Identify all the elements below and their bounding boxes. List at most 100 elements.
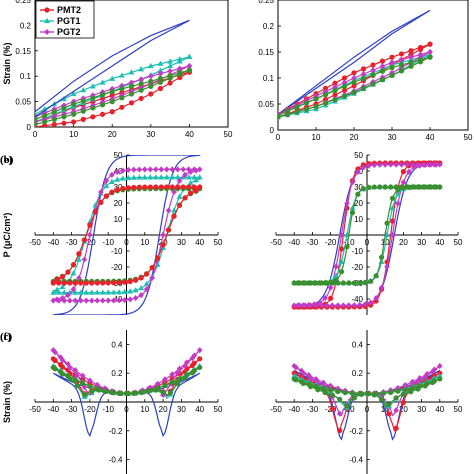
loop-3-point [52,349,58,356]
loop-4-point [366,390,372,397]
series-pmt2-point [80,116,86,122]
loop-4-point [167,390,174,396]
loop-2-point [366,162,372,169]
x-tick-label: 10 [312,133,321,142]
y-tick-label: -0.4 [109,456,123,465]
loop-1-point [329,406,336,412]
loop-4-point [111,390,117,396]
y-axis-label: Strain (%) [2,42,12,84]
loop-2-point [152,166,159,173]
loop-1-point [83,289,90,295]
legend-label: PMT2 [57,5,81,15]
series-pmt2-point [119,104,125,110]
loop-4-point [389,195,396,201]
loop-1-point [393,425,399,431]
loop-2-point [174,166,181,173]
x-tick-label: 40 [195,238,204,247]
loop-1-point [327,295,334,301]
series-pmt2-point [90,114,96,120]
series-pgt1-point [186,53,193,59]
loop-2-point [103,177,110,184]
loop-2-point [163,166,170,173]
series-pmt2-point [71,119,77,125]
loop-4-point [180,184,186,190]
loop-4-point [300,380,306,386]
loop-1-point [125,174,132,181]
y-tick-label: 0.2 [111,369,123,378]
loop-2-point [324,302,330,309]
loop-2-point [66,297,73,304]
loop-4-point [417,383,423,389]
loop-4-point [377,184,383,190]
loop-2-point [131,166,137,173]
series-pmt2-point [51,121,57,127]
loop-2-point [191,166,198,173]
loop-1-point [163,174,170,180]
loop-4-point [393,184,399,190]
series-unnamed-4-point [303,100,310,106]
chart-panel-b: -50-40-30-20-1001020304050-40-30-20-1010… [0,151,223,315]
loop-2-point [99,297,106,304]
loop-4-point [78,280,84,286]
loop-3-point [333,272,339,278]
y-tick-label: 0.25 [15,0,31,5]
loop-1-point [171,207,177,213]
plot-area [50,347,203,438]
loop-4-point [360,186,366,192]
loop-4-point [100,280,106,286]
series-unnamed-4-point [313,104,319,110]
loop-3-point [196,347,203,354]
y-tick-label: 0 [27,123,32,132]
loop-2-point [127,296,133,303]
x-tick-label: 40 [195,405,204,414]
loop-2-point [355,168,361,175]
loop-4-point [349,390,356,396]
series-pgt1-point [157,60,164,66]
y-tick-label: -0.2 [349,427,363,436]
loop-4-point [378,254,385,260]
loop-1-point [158,174,165,180]
loop-4-point [87,222,93,228]
loop-2-point [371,161,378,169]
loop-2-point [424,370,430,378]
loop-2-point [110,297,117,304]
loop-4-point [74,383,80,389]
loop-4-point [315,387,321,393]
loop-1-point [185,174,192,180]
loop-4-point [169,379,175,386]
loop-1-point [176,193,183,199]
loop-4-point [388,389,394,395]
loop-2-point [356,301,363,309]
loop-4-point [355,191,361,197]
chart-panel-f: -50 -40 -30 -20 -10 0 10 20 30 40 50 -0.4 -0.2 0.2 0.4… [0,330,463,474]
series-unnamed-1-point [379,58,386,64]
x-tick-label: 10 [381,405,390,414]
loop-3-point [162,376,168,383]
x-tick-label: 30 [417,238,426,247]
y-tick-label: 50 [114,151,123,160]
y-axis-label: Strain (%) [2,381,12,423]
series-unnamed-4-point [408,59,414,66]
loop-4-point [317,280,323,286]
loop-1-point [187,179,194,186]
loop-2-point [147,166,154,173]
chart-panel-a: 0 10 20 30 40 50 0 0.05 0.1 0.15 0.2 0.25 Strain (%)… [2,0,233,139]
series-unnamed-1-point [427,41,433,47]
loop-4-point [351,280,357,286]
loop-4-point [357,280,363,286]
panel-label: (c) [0,331,13,343]
loop-1-point [77,289,84,295]
loop-4-point [386,401,392,408]
loop-2-point [387,161,394,168]
loop-4-point [351,395,357,401]
loop-4-point [147,387,153,394]
loop-4-point [349,210,356,216]
loop-2-point [94,297,101,304]
series-unnamed-4-point [313,96,319,102]
series-unnamed-4-point [71,101,77,107]
loop-2-point [120,167,126,174]
loop-4-point [380,390,386,396]
series-unnamed-4-point [360,75,367,82]
series-unnamed-4-point [389,65,395,71]
